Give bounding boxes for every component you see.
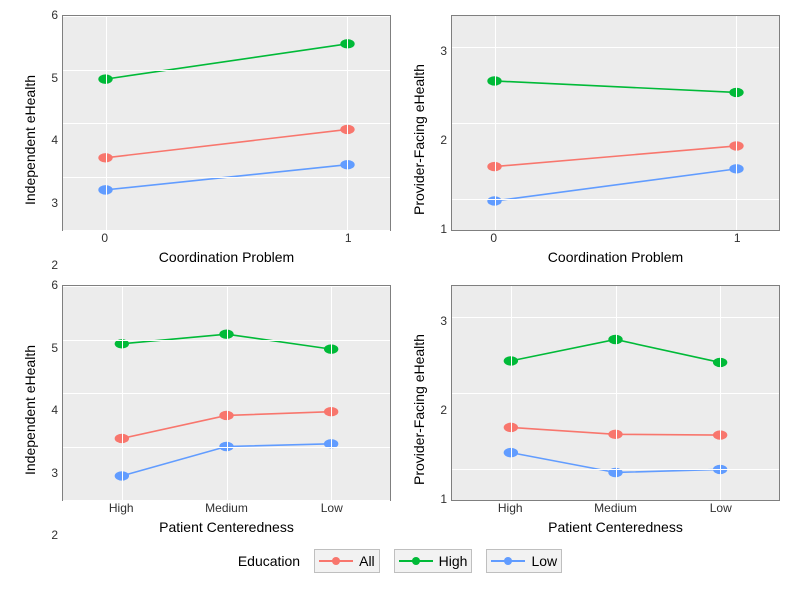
p2-yticks: 1 2 3 — [429, 15, 451, 265]
gridline-v — [511, 286, 512, 500]
p4-plotarea — [451, 285, 780, 501]
legend-swatch — [399, 552, 433, 570]
p3-ylabel: Independent eHealth — [20, 285, 40, 535]
series-line — [106, 129, 348, 157]
gridline-v — [122, 286, 123, 500]
gridline-h — [63, 70, 390, 71]
xtick-label: 1 — [345, 231, 352, 245]
gridline-v — [720, 286, 721, 500]
xtick-label: 0 — [101, 231, 108, 245]
p2-plotarea — [451, 15, 780, 231]
series-line — [495, 169, 737, 201]
legend-item: All — [314, 549, 380, 573]
panel-grid: Independent eHealth 23456 01 Coordinatio… — [20, 15, 780, 535]
panel-1: Independent eHealth 23456 01 Coordinatio… — [20, 15, 391, 265]
figure-root: Independent eHealth 23456 01 Coordinatio… — [0, 0, 800, 605]
gridline-h — [452, 47, 779, 48]
p3-xticks: High Medium Low — [62, 501, 391, 517]
p4-xlabel: Patient Centeredness — [451, 519, 780, 535]
gridline-v — [347, 16, 348, 230]
gridline-v — [106, 16, 107, 230]
ytick-label: 2 — [440, 133, 447, 147]
ytick-label: 1 — [440, 222, 447, 236]
legend-item: High — [394, 549, 473, 573]
p3-plotarea — [62, 285, 391, 501]
p3-xlabel: Patient Centeredness — [62, 519, 391, 535]
series-line — [495, 146, 737, 167]
p1-yticks: 23456 — [40, 15, 62, 265]
xtick-label: Low — [710, 501, 732, 515]
p4-xticks: High Medium Low — [451, 501, 780, 517]
gridline-v — [616, 286, 617, 500]
legend-label: High — [439, 553, 468, 569]
ytick-label: 2 — [440, 403, 447, 417]
gridline-v — [736, 16, 737, 230]
p2-ylabel: Provider-Facing eHealth — [409, 15, 429, 265]
gridline-h — [63, 177, 390, 178]
ytick-label: 4 — [51, 403, 58, 417]
p4-yticks: 1 2 3 — [429, 285, 451, 535]
ytick-label: 5 — [51, 341, 58, 355]
legend-swatch — [319, 552, 353, 570]
ytick-label: 3 — [440, 44, 447, 58]
ytick-label: 6 — [51, 8, 58, 22]
ytick-label: 3 — [51, 466, 58, 480]
xtick-label: Medium — [594, 501, 637, 515]
gridline-h — [63, 16, 390, 17]
p2-xlabel: Coordination Problem — [451, 249, 780, 265]
ytick-label: 4 — [51, 133, 58, 147]
xtick-label: Low — [321, 501, 343, 515]
p4-ylabel: Provider-Facing eHealth — [409, 285, 429, 535]
xtick-label: High — [498, 501, 523, 515]
legend-swatch — [491, 552, 525, 570]
xtick-label: High — [109, 501, 134, 515]
p1-xticks: 01 — [62, 231, 391, 247]
ytick-label: 5 — [51, 71, 58, 85]
gridline-v — [331, 286, 332, 500]
xtick-label: Medium — [205, 501, 248, 515]
p3-yticks: 23456 — [40, 285, 62, 535]
ytick-label: 2 — [51, 258, 58, 272]
panel-4: Provider-Facing eHealth 1 2 3 High Medium Lo… — [409, 285, 780, 535]
xtick-label: 0 — [490, 231, 497, 245]
legend-title: Education — [238, 553, 300, 569]
p1-plotarea — [62, 15, 391, 231]
ytick-label: 6 — [51, 278, 58, 292]
ytick-label: 1 — [440, 492, 447, 506]
p1-ylabel: Independent eHealth — [20, 15, 40, 265]
ytick-label: 3 — [440, 314, 447, 328]
ytick-label: 2 — [51, 528, 58, 542]
panel-2: Provider-Facing eHealth 123 01 Coordinat… — [409, 15, 780, 265]
legend-label: Low — [531, 553, 557, 569]
panel-3: Independent eHealth 23456 HighMediumLow … — [20, 285, 391, 535]
gridline-v — [495, 16, 496, 230]
ytick-label: 3 — [51, 196, 58, 210]
legend-label: All — [359, 553, 375, 569]
legend-item: Low — [486, 549, 562, 573]
gridline-h — [452, 123, 779, 124]
gridline-h — [452, 199, 779, 200]
gridline-h — [63, 123, 390, 124]
series-line — [495, 81, 737, 92]
p1-xlabel: Coordination Problem — [62, 249, 391, 265]
series-line — [106, 44, 348, 79]
p2-xticks: 01 — [451, 231, 780, 247]
xtick-label: 1 — [734, 231, 741, 245]
legend: Education All High Low — [20, 549, 780, 573]
gridline-v — [227, 286, 228, 500]
